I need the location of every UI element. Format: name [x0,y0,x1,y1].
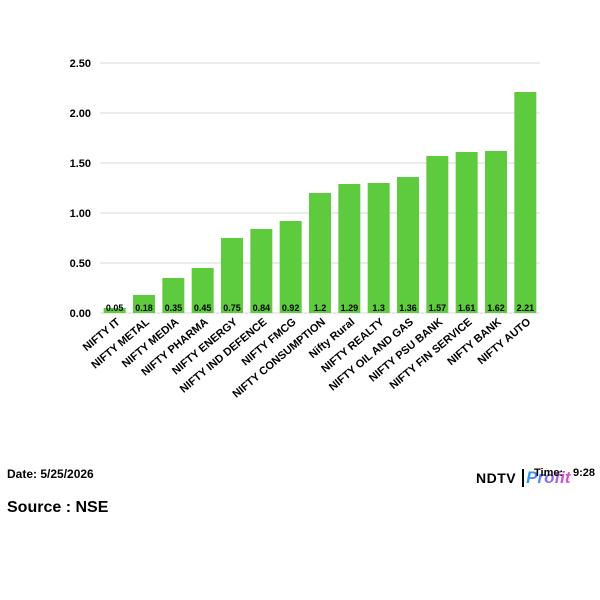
data-label: 1.61 [458,303,476,313]
bar [338,184,361,313]
bar [309,193,331,313]
data-label: 0.92 [282,303,300,313]
data-label: 1.29 [341,303,359,313]
data-label: 0.18 [135,303,153,313]
data-label: 0.84 [253,303,271,313]
bar [221,238,243,313]
data-label: 1.3 [372,303,385,313]
y-tick-label: 2.50 [70,58,91,70]
y-tick-label: 2.00 [70,108,91,120]
bar [279,221,302,313]
bar [133,295,155,313]
data-label: 0.35 [165,303,183,313]
logo-divider [522,469,525,487]
bar [367,183,390,313]
data-label: 1.36 [399,303,417,313]
y-tick-label: 0.00 [70,308,91,320]
bar [250,229,273,313]
ndtv-profit-logo: NDTV Profit [476,467,571,489]
data-label: 0.75 [223,303,241,313]
bar [191,268,214,313]
data-label: 1.57 [429,303,447,313]
time-label: Time: [534,467,564,479]
y-tick-label: 1.50 [70,158,91,170]
data-label: 1.2 [314,303,327,313]
bar [103,308,126,313]
bar [455,152,478,313]
bar [426,156,449,313]
date-label: Date: 5/25/2026 [7,467,94,481]
bar [162,278,185,313]
data-label: 1.62 [487,303,505,313]
data-label: 0.45 [194,303,212,313]
time-value: 9:28 [573,467,596,479]
ndtv-logo-text: NDTV [476,470,517,486]
profit-logo-text: Profit [526,468,571,487]
source-label: Source : NSE [7,499,109,516]
y-tick-label: 0.50 [70,258,91,270]
bar [514,92,537,313]
data-label: 2.21 [517,303,535,313]
bar [485,151,507,313]
data-label: 0.05 [106,303,124,313]
y-tick-label: 1.00 [70,208,91,220]
bar [397,177,419,313]
